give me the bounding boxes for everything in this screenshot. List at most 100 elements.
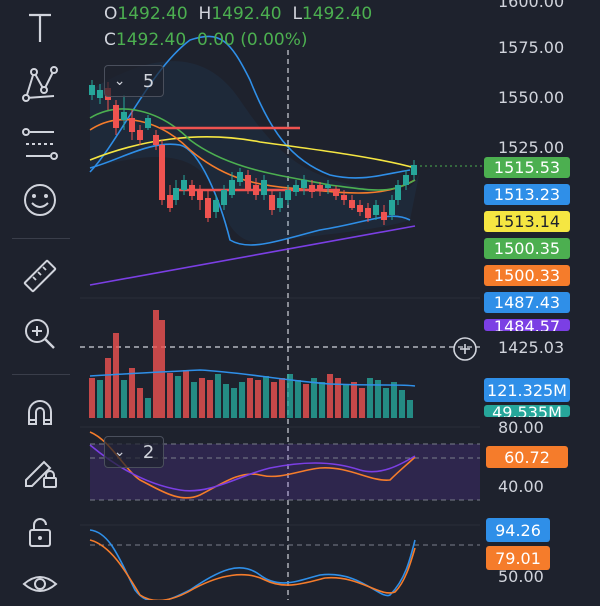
volume-bar: [207, 380, 213, 418]
candle-body: [145, 118, 151, 128]
rsi-value-badge: 60.72: [486, 446, 568, 468]
stoch-d-line: [89, 539, 416, 600]
candle-body: [229, 180, 235, 195]
volume-bar: [295, 380, 301, 418]
volume-bar: [351, 382, 357, 418]
chart-canvas[interactable]: [80, 0, 600, 600]
volume-ma-line: [89, 369, 416, 387]
candle-body: [167, 195, 173, 208]
volume-bar: [367, 378, 373, 418]
lock-drawing-icon: [25, 460, 57, 488]
zoom-in-button[interactable]: [14, 312, 66, 356]
volume-bar: [311, 378, 317, 418]
volume-bar: [271, 382, 277, 418]
fib-tool-icon: [22, 128, 58, 160]
volume-bar: [343, 384, 349, 418]
price-axis-label: 1525.00: [498, 138, 565, 157]
volume-bar: [105, 358, 111, 418]
volume-bar: [407, 400, 413, 418]
low-value: 1492.40: [301, 4, 373, 24]
oscillator-indicators-toggle[interactable]: ⌄ 2: [104, 436, 164, 468]
volume-bar: [399, 390, 405, 418]
candle-body: [395, 185, 401, 200]
candle-body: [373, 205, 379, 215]
candle-body: [301, 180, 307, 188]
volume-bar: [199, 378, 205, 418]
lock-drawing-button[interactable]: [14, 448, 66, 492]
candle-body: [285, 190, 291, 200]
eye-button[interactable]: [14, 562, 66, 606]
candle-body: [357, 205, 363, 212]
ma-purple-line: [89, 225, 416, 286]
add-alert-button[interactable]: [452, 336, 478, 362]
candle-body: [293, 185, 299, 192]
price-badge-ma-yellow: 1513.14: [484, 211, 570, 232]
candle-body: [181, 180, 187, 190]
emoji-tool-button[interactable]: [14, 178, 66, 222]
volume-bar: [383, 388, 389, 418]
candle-body: [205, 198, 211, 218]
chart-area[interactable]: O1492.40 H1492.40 L1492.40 C1492.40 0.00…: [80, 0, 600, 600]
price-axis-label: 1600.00: [498, 0, 565, 11]
candle-body: [277, 198, 283, 208]
volume-bar: [183, 370, 189, 418]
price-badge-last: 1515.53: [484, 157, 570, 178]
volume-bar: [239, 382, 245, 418]
volume-bar: [89, 378, 95, 418]
candle-body: [389, 200, 395, 215]
toolbar-divider: [12, 238, 70, 239]
candle-body: [349, 200, 355, 208]
volume-bar: [175, 376, 181, 418]
unlock-button[interactable]: [14, 510, 66, 554]
magnet-button[interactable]: [14, 392, 66, 436]
ma-yellow-line: [89, 136, 416, 169]
volume-bar: [153, 310, 159, 418]
high-value: 1492.40: [211, 4, 282, 24]
volume-bar: [359, 388, 365, 418]
volume-bar: [303, 384, 309, 418]
stoch-axis-label: 50.00: [498, 567, 544, 586]
candle-body: [89, 85, 95, 95]
stoch-k-badge: 94.26: [486, 518, 550, 542]
candle-body: [411, 165, 417, 175]
pattern-tool-button[interactable]: [14, 62, 66, 106]
volume-bar: [327, 374, 333, 418]
close-label: C: [104, 30, 116, 50]
rsi-axis-label: 80.00: [498, 418, 544, 437]
volume-bar: [335, 378, 341, 418]
oscillator-indicator-count: 2: [142, 441, 155, 463]
candle-body: [317, 185, 323, 190]
volume-bar: [121, 380, 127, 418]
eye-icon: [22, 576, 58, 592]
volume-bar: [223, 384, 229, 418]
volume-badge-ma: 121.325M: [484, 378, 570, 402]
volume-bar: [375, 380, 381, 418]
candle-body: [173, 188, 179, 200]
main-indicators-toggle[interactable]: ⌄ 5: [104, 65, 164, 97]
crosshair-price-label: 1425.03: [498, 338, 565, 357]
ohlc-row-1: O1492.40 H1492.40 L1492.40: [104, 4, 372, 24]
zoom-in-icon: [25, 319, 55, 349]
volume-bar: [129, 368, 135, 418]
candle-body: [365, 208, 371, 218]
candle-body: [137, 130, 143, 140]
pattern-tool-icon: [22, 66, 58, 102]
high-label: H: [198, 4, 212, 24]
volume-bar: [145, 398, 151, 418]
volume-bar: [191, 382, 197, 418]
rsi-axis-label: 40.00: [498, 477, 544, 496]
volume-bar: [263, 376, 269, 418]
open-label: O: [104, 4, 118, 24]
low-label: L: [292, 4, 302, 24]
candle-body: [121, 112, 127, 120]
fib-tool-button[interactable]: [14, 122, 66, 166]
price-badge-bb-upper: 1513.23: [484, 184, 570, 205]
candle-body: [213, 200, 219, 212]
ruler-tool-button[interactable]: [14, 254, 66, 298]
ma-green-line: [89, 108, 416, 191]
price-axis-label: 1550.00: [498, 88, 565, 107]
text-tool-icon: [29, 13, 51, 42]
stoch-k-line: [89, 529, 416, 600]
candle-body: [269, 195, 275, 210]
text-tool-button[interactable]: [14, 6, 66, 50]
